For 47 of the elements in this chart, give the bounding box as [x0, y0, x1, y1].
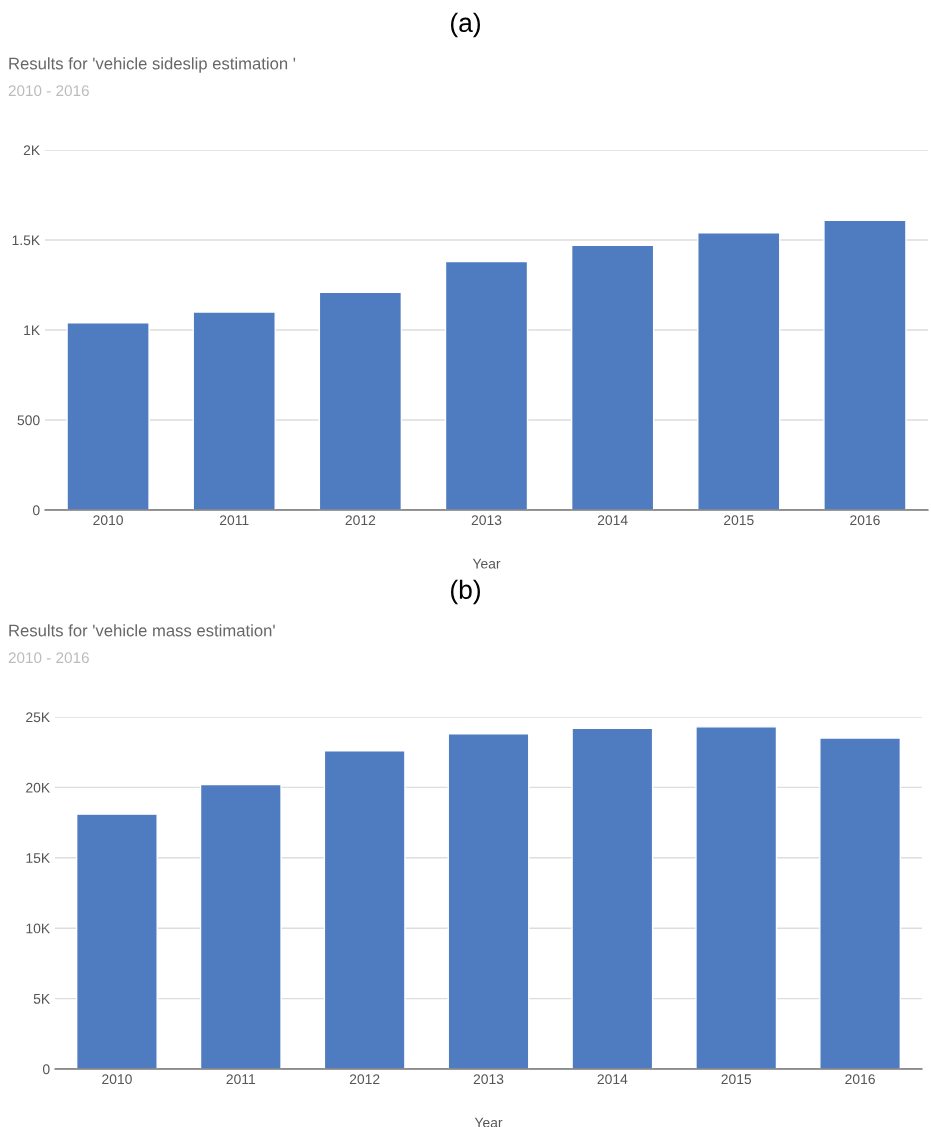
x-tick-label: 2014 [597, 515, 628, 526]
x-tick-label: 2012 [349, 1074, 380, 1085]
x-tick-label: 2013 [471, 515, 502, 526]
text: (b) [451, 579, 480, 605]
bar [199, 783, 282, 1069]
x-tick-label: 2015 [724, 515, 754, 526]
y-tick-label: 2K [23, 145, 40, 156]
bar [697, 232, 781, 510]
chart-subtitle: 2010 - 2016 [8, 652, 89, 664]
bar [444, 260, 529, 510]
y-tick-label: 10K [26, 923, 50, 934]
bar [447, 733, 530, 1069]
x-tick-label: 2011 [226, 1074, 256, 1085]
y-tick-label: 0 [32, 505, 40, 516]
chart-subtitle: 2010 - 2016 [8, 85, 89, 97]
bar [571, 727, 654, 1069]
x-tick-label: 2010 [102, 1074, 132, 1085]
x-tick-label: 2010 [93, 515, 123, 526]
bar [823, 219, 907, 510]
y-tick-label: 25K [26, 712, 50, 723]
bar [192, 311, 276, 510]
y-tick-label: 1K [24, 325, 40, 336]
chart-title: Results for 'vehicle mass estimation' [9, 624, 275, 637]
x-tick-label: 2014 [597, 1074, 628, 1085]
x-axis-title: Year [472, 558, 501, 569]
chart-title: Results for 'vehicle sideslip estimation ' [9, 57, 296, 73]
bar [819, 737, 902, 1069]
y-tick-label: 500 [17, 415, 40, 426]
bar [66, 322, 150, 510]
x-tick-label: 2015 [721, 1074, 752, 1085]
y-tick-label: 1.5K [12, 235, 40, 246]
x-tick-label: 2016 [850, 515, 880, 526]
x-tick-label: 2011 [219, 515, 249, 526]
y-tick-label: 5K [33, 994, 50, 1004]
y-tick-label: 20K [26, 782, 50, 793]
bar [318, 291, 403, 510]
text: (a) [451, 12, 480, 38]
x-tick-label: 2012 [345, 515, 376, 526]
y-tick-label: 0 [42, 1064, 50, 1075]
x-tick-label: 2016 [845, 1074, 875, 1085]
x-axis-title: Year [474, 1117, 503, 1127]
bar [323, 750, 406, 1069]
y-tick-label: 15K [26, 853, 50, 863]
x-tick-label: 2013 [473, 1074, 504, 1085]
bar [570, 244, 655, 510]
bar [695, 726, 778, 1069]
bar [75, 813, 158, 1069]
